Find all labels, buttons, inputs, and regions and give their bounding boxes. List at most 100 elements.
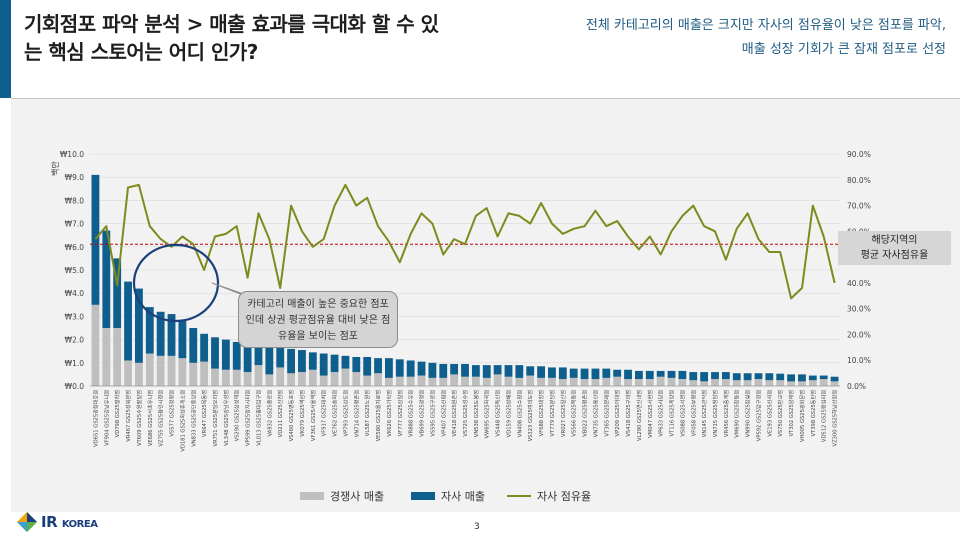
x-tick-label: VL290 GS25연신내점	[635, 390, 643, 441]
x-tick-label: VF904 GS25강남유니점	[102, 390, 110, 446]
bar-own	[287, 348, 295, 374]
bar-own	[635, 370, 643, 380]
company-logo: IR KOREA	[16, 511, 98, 533]
x-tick-label: VS750 GS25판교점	[776, 390, 784, 437]
x-tick-label: VP599 GS25장지시티점	[244, 390, 252, 446]
y-tick-label: ₩5.0	[65, 266, 85, 275]
bar-own	[819, 375, 828, 380]
reference-label-line-2: 평균 자사점유율	[860, 250, 929, 261]
chart-panel	[11, 99, 960, 512]
x-tick-label: VS577 GS25정왕점	[168, 390, 176, 437]
bar-competitor	[819, 379, 828, 386]
bar-competitor	[363, 375, 372, 386]
subtitle-line-1: 전체 카테고리의 매출은 크지만 자사의 점유율이 낮은 점포를 파악,	[585, 18, 946, 33]
bar-own	[406, 360, 415, 377]
logo-mark-icon	[16, 511, 38, 533]
bar-own	[254, 345, 263, 366]
bar-competitor	[330, 372, 339, 386]
bar-competitor	[678, 379, 687, 386]
bar-competitor	[537, 377, 545, 386]
bar-own	[341, 355, 350, 369]
legend-label-own: 자사 매출	[441, 490, 485, 503]
legend-item-own: 자사 매출	[411, 488, 485, 504]
x-tick-label: VS088 GS25서면점	[678, 390, 686, 437]
bar-competitor	[504, 376, 513, 386]
x-tick-label: VT779 GS25분당점	[549, 390, 556, 437]
bar-own	[352, 357, 361, 373]
x-tick-label: VE580 GS25을지로점	[374, 390, 382, 442]
bar-competitor	[428, 377, 437, 386]
x-tick-label: VN990 GS25잠실점	[744, 390, 752, 437]
legend-swatch-share	[507, 495, 531, 497]
x-tick-label: VL013 GS25홍대입구점	[254, 390, 262, 446]
bar-competitor	[298, 372, 306, 386]
bar-own	[558, 367, 567, 380]
bar-own	[613, 369, 622, 377]
bar-own	[319, 353, 328, 376]
y2-tick-label: 80.0%	[847, 176, 871, 185]
reference-label-line-1: 해당지역의	[871, 235, 918, 246]
bar-competitor	[558, 379, 567, 386]
y2-tick-label: 0.0%	[847, 382, 866, 391]
x-tick-label: VN735 GS25용산점	[591, 390, 599, 437]
y2-tick-label: 10.0%	[847, 356, 871, 365]
bar-competitor	[754, 379, 763, 386]
bar-own	[276, 347, 285, 368]
bar-competitor	[406, 376, 415, 386]
x-tick-label: VS460 GS25영등포점	[287, 390, 295, 442]
bar-own	[808, 375, 817, 381]
bar-competitor	[776, 380, 785, 386]
x-tick-label: VF361 GS25서울역점	[309, 390, 317, 441]
bar-own	[787, 374, 795, 382]
bar-own	[493, 365, 502, 375]
bar-competitor	[221, 369, 230, 386]
x-tick-label: VF058 GS25부평점	[690, 390, 697, 437]
bar-competitor	[721, 379, 730, 386]
x-tick-label: VZ755 GS25용인시청점	[158, 390, 165, 447]
bar-competitor	[656, 376, 665, 386]
bar-competitor	[580, 379, 589, 386]
bar-own	[211, 337, 219, 369]
x-tick-label: VM047 GS25서현점	[646, 390, 654, 438]
bar-competitor	[156, 355, 165, 386]
x-tick-label: VN538 GS25도봉점	[473, 390, 480, 437]
bar-own	[178, 321, 187, 359]
bar-competitor	[471, 376, 480, 386]
bar-competitor	[624, 379, 632, 386]
x-tick-label: VN715 GS25청담점	[712, 390, 719, 437]
bar-own	[504, 365, 513, 377]
bar-competitor	[232, 369, 241, 386]
x-tick-label: VR751 GS25분당오리점	[211, 390, 219, 447]
bar-competitor	[711, 379, 719, 386]
y-tick-label: ₩1.0	[65, 359, 85, 368]
x-tick-label: VN714 GS25평촌점	[352, 390, 360, 437]
bar-own	[656, 370, 665, 377]
bar-own	[602, 368, 611, 378]
x-tick-label: VZ300 GS25하남신장점	[831, 390, 839, 447]
x-tick-label: VS725 GS25성수점	[461, 390, 469, 437]
bar-own	[515, 365, 524, 378]
y-tick-label: ₩2.0	[65, 336, 85, 345]
bar-competitor	[91, 304, 100, 386]
bar-competitor	[113, 328, 122, 386]
x-tick-label: VN145 GS25관악점	[700, 390, 708, 437]
bar-competitor	[102, 328, 111, 386]
x-tick-label: VT302 GS25양재점	[787, 390, 795, 437]
x-tick-label: VT398 GS25동탄점	[810, 390, 817, 437]
bar-own	[776, 373, 785, 381]
bar-own	[243, 343, 252, 373]
reference-label-box: 해당지역의 평균 자사점유율	[838, 231, 951, 265]
x-tick-label: VE762 GS25송파점	[331, 390, 339, 437]
legend-item-competitor: 경쟁사 매출	[300, 488, 384, 504]
bar-own	[526, 366, 535, 376]
x-tick-label: VP793 GS25상도점	[341, 390, 349, 437]
x-tick-label: VS418 GS25구의점	[625, 390, 632, 437]
x-tick-label: VP592 GS25압구정점	[754, 390, 762, 441]
bar-own	[580, 368, 589, 380]
x-tick-label: VT609 GS25수원팔달점	[135, 390, 143, 446]
bar-own	[471, 365, 480, 377]
bar-competitor	[700, 381, 709, 386]
x-tick-label: VA932 GS25종로점	[266, 390, 273, 437]
y-tick-label: ₩9.0	[65, 173, 85, 182]
